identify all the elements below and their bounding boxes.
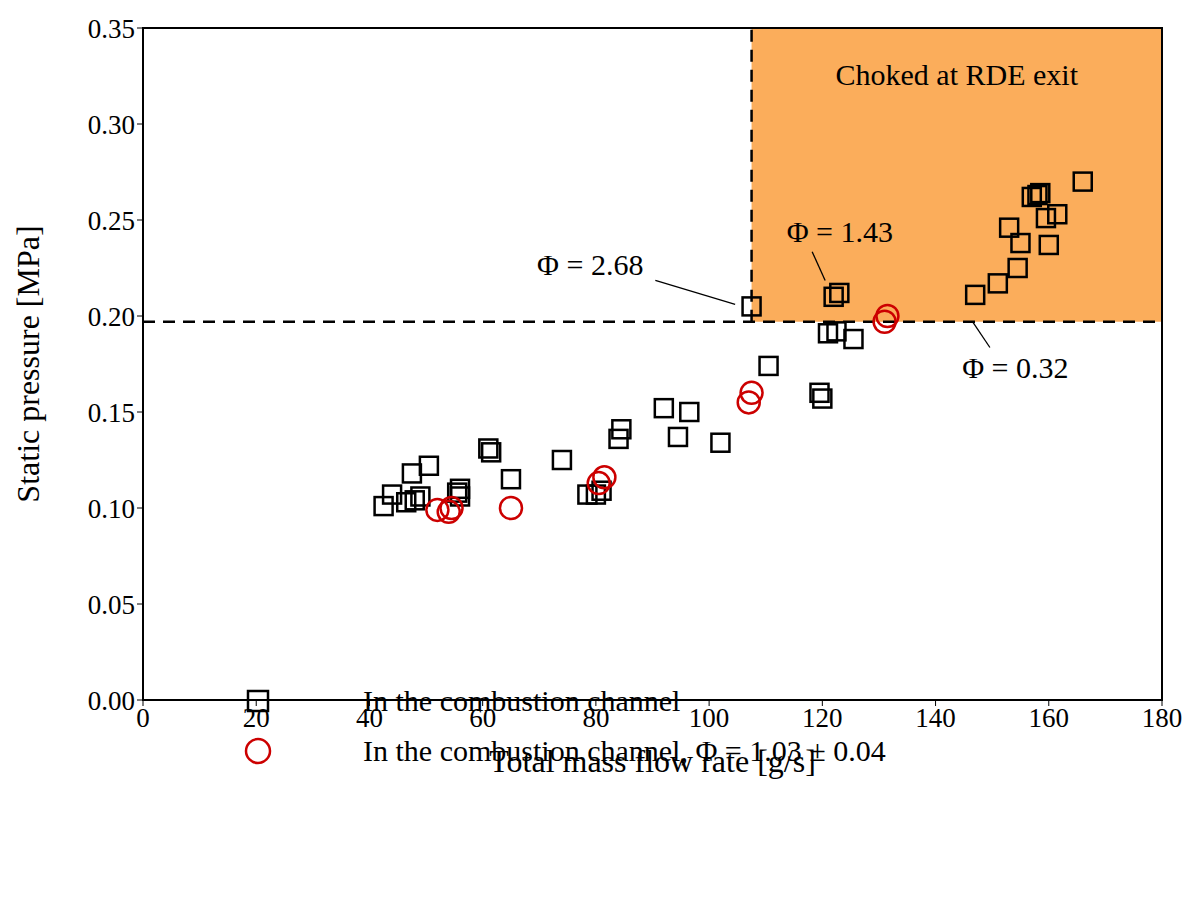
svg-text:180: 180 bbox=[1142, 703, 1183, 733]
svg-text:0.20: 0.20 bbox=[88, 302, 135, 332]
svg-text:80: 80 bbox=[582, 703, 609, 733]
svg-text:160: 160 bbox=[1029, 703, 1070, 733]
svg-text:0.15: 0.15 bbox=[88, 398, 135, 428]
svg-text:0.35: 0.35 bbox=[88, 14, 135, 44]
svg-text:100: 100 bbox=[689, 703, 730, 733]
svg-text:0.25: 0.25 bbox=[88, 206, 135, 236]
svg-text:40: 40 bbox=[356, 703, 383, 733]
svg-text:Φ = 1.43: Φ = 1.43 bbox=[787, 215, 893, 248]
svg-text:0.10: 0.10 bbox=[88, 494, 135, 524]
svg-text:Static pressure [MPa]: Static pressure [MPa] bbox=[10, 225, 46, 502]
svg-text:Φ = 2.68: Φ = 2.68 bbox=[537, 248, 643, 281]
svg-text:Φ = 0.32: Φ = 0.32 bbox=[962, 351, 1068, 384]
svg-text:0.05: 0.05 bbox=[88, 590, 135, 620]
svg-text:20: 20 bbox=[243, 703, 270, 733]
svg-text:0.00: 0.00 bbox=[88, 686, 135, 716]
svg-text:0.30: 0.30 bbox=[88, 110, 135, 140]
svg-text:60: 60 bbox=[469, 703, 496, 733]
svg-text:Total mass flow rate [g/s]: Total mass flow rate [g/s] bbox=[489, 743, 816, 779]
svg-text:0: 0 bbox=[136, 703, 150, 733]
svg-text:Choked at RDE exit: Choked at RDE exit bbox=[836, 58, 1079, 91]
svg-text:140: 140 bbox=[915, 703, 956, 733]
svg-text:120: 120 bbox=[802, 703, 843, 733]
